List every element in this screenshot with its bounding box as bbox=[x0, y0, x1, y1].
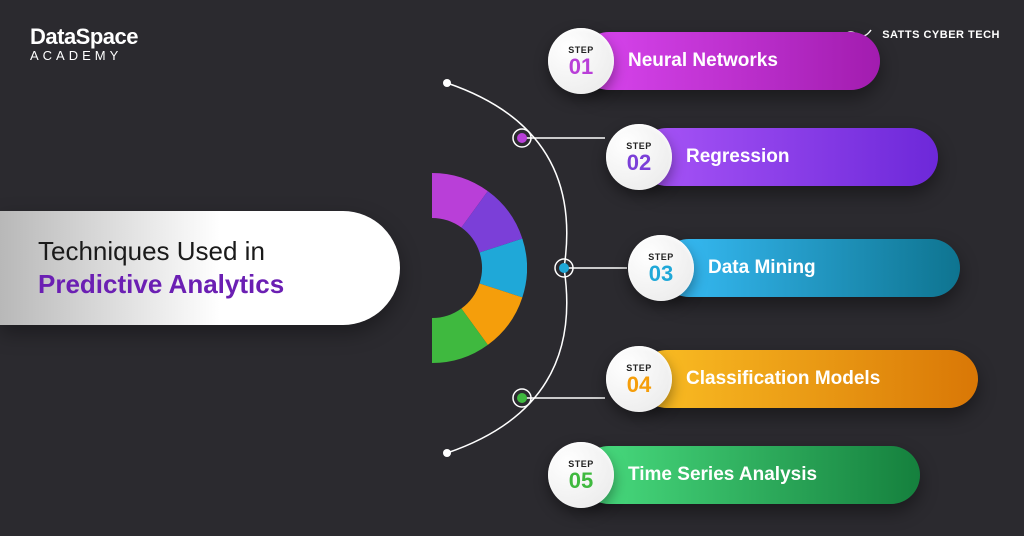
step-pill-03: Data Mining bbox=[660, 239, 960, 297]
step-title: Classification Models bbox=[686, 368, 880, 390]
step-label: STEP bbox=[568, 45, 594, 55]
step-pill-04: Classification Models bbox=[638, 350, 978, 408]
step-badge-03: STEP03 bbox=[628, 235, 694, 301]
step-badge-05: STEP05 bbox=[548, 442, 614, 508]
satts-logo-text: SATTS CYBER TECH bbox=[882, 29, 1000, 41]
step-03: STEP03 Data Mining bbox=[628, 235, 960, 301]
step-title: Data Mining bbox=[708, 257, 816, 279]
step-badge-01: STEP01 bbox=[548, 28, 614, 94]
logo-dataspace: DataSpace ACADEMY bbox=[30, 24, 138, 63]
step-label: STEP bbox=[568, 459, 594, 469]
step-05: STEP05 Time Series Analysis bbox=[548, 442, 920, 508]
step-pill-01: Neural Networks bbox=[580, 32, 880, 90]
step-badge-02: STEP02 bbox=[606, 124, 672, 190]
step-number: 04 bbox=[627, 374, 651, 396]
step-label: STEP bbox=[626, 363, 652, 373]
step-label: STEP bbox=[626, 141, 652, 151]
step-title: Regression bbox=[686, 146, 789, 168]
step-number: 02 bbox=[627, 152, 651, 174]
step-01: STEP01 Neural Networks bbox=[548, 28, 880, 94]
step-badge-04: STEP04 bbox=[606, 346, 672, 412]
step-number: 01 bbox=[569, 56, 593, 78]
step-pill-05: Time Series Analysis bbox=[580, 446, 920, 504]
step-04: STEP04 Classification Models bbox=[606, 346, 978, 412]
logo-line2: ACADEMY bbox=[30, 48, 138, 63]
donut-chart bbox=[337, 173, 527, 363]
logo-line1: DataSpace bbox=[30, 24, 138, 50]
step-02: STEP02 Regression bbox=[606, 124, 938, 190]
step-title: Time Series Analysis bbox=[628, 464, 817, 486]
step-pill-02: Regression bbox=[638, 128, 938, 186]
step-number: 05 bbox=[569, 470, 593, 492]
step-number: 03 bbox=[649, 263, 673, 285]
step-label: STEP bbox=[648, 252, 674, 262]
step-title: Neural Networks bbox=[628, 50, 778, 72]
